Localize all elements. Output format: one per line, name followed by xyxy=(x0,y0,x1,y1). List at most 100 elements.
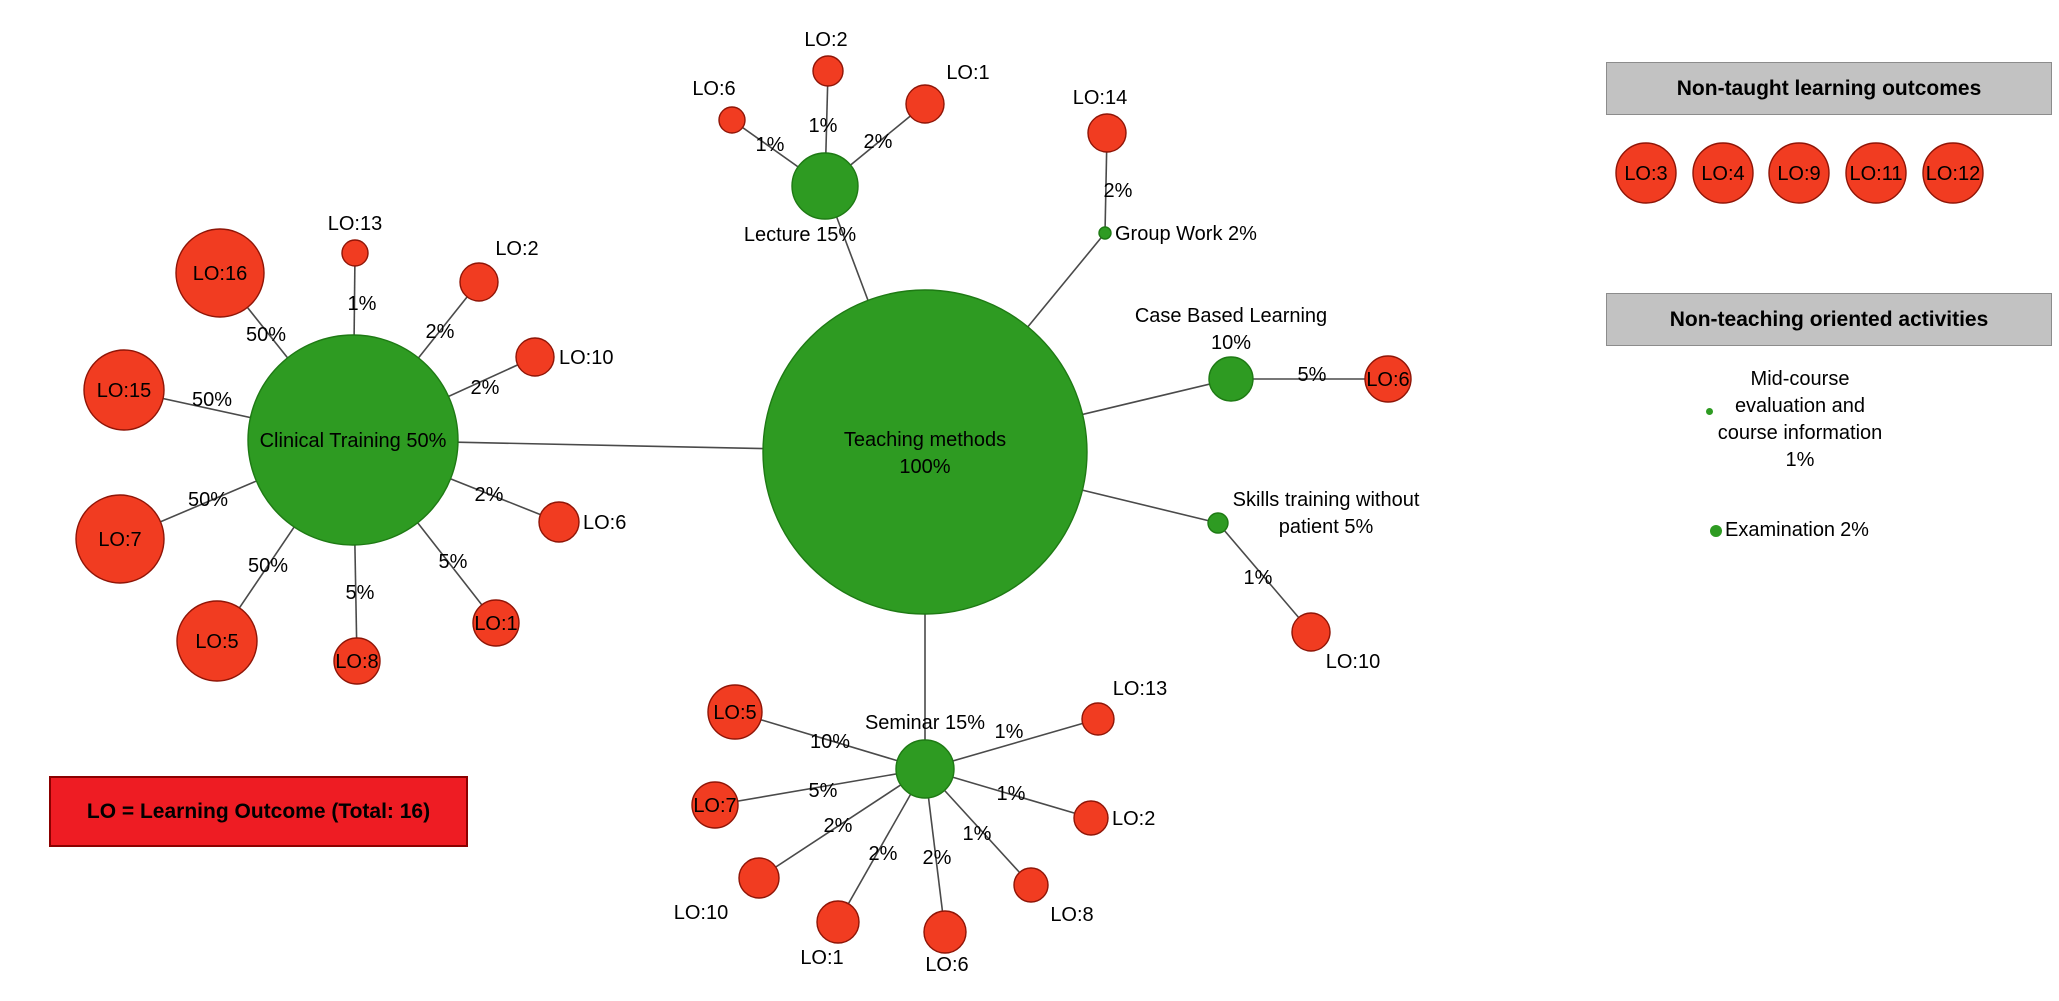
label-cbl_lo6: LO:6 xyxy=(1366,369,1409,391)
label-ct_lo6: LO:6 xyxy=(583,512,626,534)
label-sem_lo1: LO:1 xyxy=(800,947,843,969)
label-skills: patient 5% xyxy=(1279,516,1374,538)
node-ct_lo7 xyxy=(75,494,165,584)
node-sem_lo13 xyxy=(1081,702,1115,736)
label-ct_lo16: LO:16 xyxy=(193,263,247,285)
node-cbl_lo6 xyxy=(1364,355,1412,403)
node-teaching xyxy=(762,289,1088,615)
label-sem_lo7: LO:7 xyxy=(693,795,736,817)
examination-pct: 2% xyxy=(1840,519,1869,541)
node-ct_lo8 xyxy=(333,637,381,685)
node-nt_lo4 xyxy=(1692,142,1754,204)
non-teaching-header: Non-teaching oriented activities xyxy=(1606,293,2052,346)
label-ct_lo8: LO:8 xyxy=(335,651,378,673)
non-taught-header: Non-taught learning outcomes xyxy=(1606,62,2052,115)
node-sem_lo2 xyxy=(1073,800,1109,836)
edge-label-lecture-lec_lo1: 2% xyxy=(864,131,893,153)
edge-seminar-sem_lo13 xyxy=(924,718,1099,770)
edge-label-clinical-ct_lo1: 5% xyxy=(439,551,468,573)
node-lec_lo1 xyxy=(905,84,945,124)
node-gw_lo14 xyxy=(1087,113,1127,153)
examination-label: Examination xyxy=(1725,519,1836,541)
node-sk_lo10 xyxy=(1291,612,1331,652)
label-seminar: Seminar 15% xyxy=(865,712,985,734)
edge-label-seminar-sem_lo1: 2% xyxy=(869,843,898,865)
label-lec_lo6: LO:6 xyxy=(692,78,735,100)
label-teaching: Teaching methods xyxy=(844,429,1006,451)
edge-label-clinical-ct_lo7: 50% xyxy=(188,489,228,511)
label-sk_lo10: LO:10 xyxy=(1326,651,1380,673)
edge-label-seminar-sem_lo10: 2% xyxy=(824,815,853,837)
label-lec_lo1: LO:1 xyxy=(946,62,989,84)
label-gw_lo14: LO:14 xyxy=(1073,87,1127,109)
label-ct_lo2: LO:2 xyxy=(495,238,538,260)
node-sem_lo5 xyxy=(707,684,763,740)
node-ct_lo15 xyxy=(83,349,165,431)
midcourse-activity: Mid-course evaluation and course informa… xyxy=(1704,366,1896,474)
label-cbl: 10% xyxy=(1211,332,1251,354)
labels-layer: 50%1%2%2%2%5%5%50%50%50%1%1%2%2%5%1%10%5… xyxy=(97,29,1980,976)
label-teaching: 100% xyxy=(899,456,950,478)
edge-label-seminar-sem_lo13: 1% xyxy=(995,721,1024,743)
edge-skills-sk_lo10 xyxy=(1217,522,1312,633)
examination-dot-icon xyxy=(1710,524,1722,537)
label-lec_lo2: LO:2 xyxy=(804,29,847,51)
node-nt_lo11 xyxy=(1845,142,1907,204)
edge-seminar-sem_lo5 xyxy=(734,711,926,770)
node-nt_lo9 xyxy=(1768,142,1830,204)
edge-label-clinical-ct_lo5: 50% xyxy=(248,555,288,577)
label-ct_lo13: LO:13 xyxy=(328,213,382,235)
label-lecture: Lecture 15% xyxy=(744,224,857,246)
node-nt_lo12 xyxy=(1922,142,1984,204)
node-sem_lo10 xyxy=(738,857,780,899)
label-ct_lo15: LO:15 xyxy=(97,380,151,402)
node-lec_lo6 xyxy=(718,106,746,134)
node-lecture xyxy=(791,152,859,220)
label-nt_lo9: LO:9 xyxy=(1777,163,1820,185)
node-sem_lo1 xyxy=(816,900,860,944)
label-cbl: Case Based Learning xyxy=(1135,305,1327,327)
node-sem_lo7 xyxy=(691,781,739,829)
label-ct_lo1: LO:1 xyxy=(474,613,517,635)
node-groupwork xyxy=(1098,226,1112,240)
label-ct_lo5: LO:5 xyxy=(195,631,238,653)
edge-label-skills-sk_lo10: 1% xyxy=(1244,567,1273,589)
edge-label-seminar-sem_lo5: 10% xyxy=(810,731,850,753)
node-skills xyxy=(1207,512,1229,534)
label-sem_lo2: LO:2 xyxy=(1112,808,1155,830)
label-nt_lo4: LO:4 xyxy=(1701,163,1744,185)
edge-label-cbl-cbl_lo6: 5% xyxy=(1298,364,1327,386)
edge-label-clinical-ct_lo16: 50% xyxy=(246,324,286,346)
node-lec_lo2 xyxy=(812,55,844,87)
label-sem_lo6: LO:6 xyxy=(925,954,968,976)
node-sem_lo6 xyxy=(923,910,967,954)
label-nt_lo3: LO:3 xyxy=(1624,163,1667,185)
midcourse-pct: 1% xyxy=(1785,449,1815,471)
label-groupwork: Group Work 2% xyxy=(1115,223,1257,245)
node-ct_lo6 xyxy=(538,501,580,543)
node-seminar xyxy=(895,739,955,799)
edge-label-clinical-ct_lo10: 2% xyxy=(471,377,500,399)
edge-label-seminar-sem_lo6: 2% xyxy=(923,847,952,869)
edge-label-clinical-ct_lo2: 2% xyxy=(426,321,455,343)
edge-label-seminar-sem_lo7: 5% xyxy=(809,780,838,802)
label-nt_lo12: LO:12 xyxy=(1926,163,1980,185)
edge-label-groupwork-gw_lo14: 2% xyxy=(1104,180,1133,202)
label-sem_lo13: LO:13 xyxy=(1113,678,1167,700)
examination-activity: Examination 2% xyxy=(1710,519,1869,542)
node-clinical xyxy=(247,334,459,546)
edge-label-lecture-lec_lo6: 1% xyxy=(756,134,785,156)
edge-seminar-sem_lo10 xyxy=(758,768,926,879)
node-nt_lo3 xyxy=(1615,142,1677,204)
label-sem_lo5: LO:5 xyxy=(713,702,756,724)
edge-seminar-sem_lo7 xyxy=(714,768,926,806)
lo-definition-box: LO = Learning Outcome (Total: 16) xyxy=(49,776,468,847)
node-ct_lo10 xyxy=(515,337,555,377)
node-ct_lo1 xyxy=(472,599,520,647)
midcourse-dot-icon xyxy=(1706,408,1713,415)
edge-label-clinical-ct_lo13: 1% xyxy=(348,293,377,315)
label-sem_lo8: LO:8 xyxy=(1050,904,1093,926)
label-nt_lo11: LO:11 xyxy=(1850,163,1903,185)
